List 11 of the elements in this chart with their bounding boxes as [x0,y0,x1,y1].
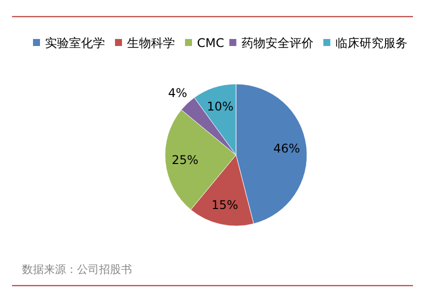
data-label: 4% [168,86,188,100]
data-label: 25% [172,152,198,167]
data-label: 46% [273,142,300,156]
legend-label: 临床研究服务 [335,36,408,50]
legend-label: 药物安全评价 [241,36,314,50]
data-label: 10% [206,99,234,114]
legend-label: 生物科学 [127,36,175,50]
data-label: 15% [212,198,238,212]
legend-label: CMC [197,36,224,50]
legend-label: 实验室化学 [45,36,105,50]
source-note: 数据来源：公司招股书 [22,263,132,276]
